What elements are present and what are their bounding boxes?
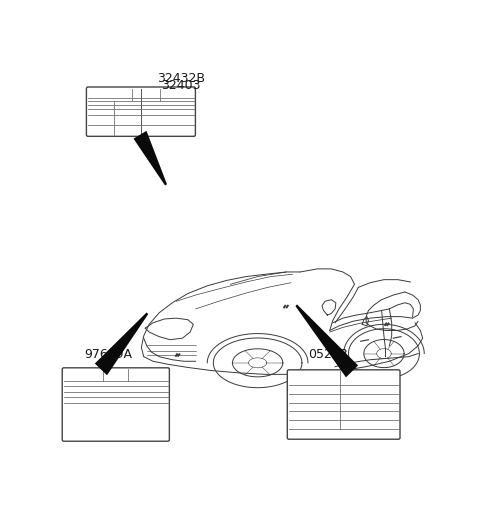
FancyBboxPatch shape bbox=[288, 370, 400, 439]
Text: 97699A: 97699A bbox=[84, 349, 132, 362]
Polygon shape bbox=[295, 304, 358, 377]
Text: 32432B: 32432B bbox=[157, 71, 205, 84]
Text: 05203: 05203 bbox=[308, 349, 348, 362]
FancyBboxPatch shape bbox=[86, 87, 195, 137]
FancyBboxPatch shape bbox=[62, 368, 169, 441]
Polygon shape bbox=[133, 131, 167, 185]
Polygon shape bbox=[95, 313, 148, 375]
Text: 32403: 32403 bbox=[161, 79, 201, 92]
